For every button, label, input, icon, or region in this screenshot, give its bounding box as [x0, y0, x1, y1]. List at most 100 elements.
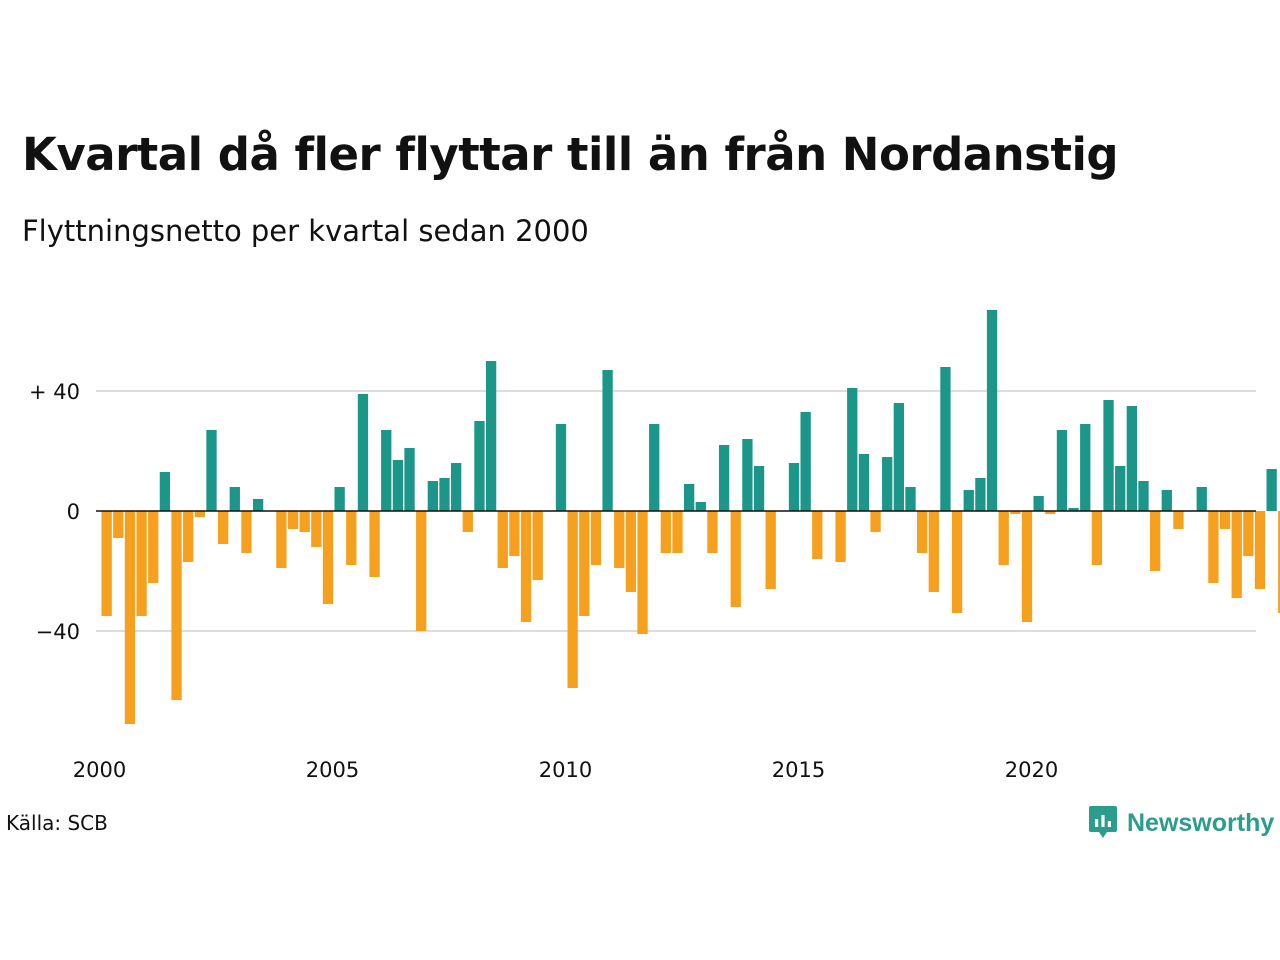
bar [1010, 511, 1021, 514]
chart-bubble-icon [1089, 806, 1117, 838]
bar [800, 412, 811, 511]
bar [159, 472, 171, 511]
brand-name: Newsworthy [1127, 808, 1275, 837]
bar [928, 511, 939, 592]
bar [788, 463, 800, 511]
bar [730, 511, 741, 607]
bar [707, 511, 718, 553]
bar [590, 511, 602, 565]
bar [532, 511, 543, 580]
bar [812, 511, 823, 559]
bar [649, 424, 660, 511]
bar [346, 511, 357, 565]
bar [940, 367, 951, 511]
chart-title: Kvartal då fler flyttar till än från Nor… [22, 128, 1119, 181]
bar [439, 478, 450, 511]
bar [870, 511, 881, 532]
x-tick-label: 2000 [73, 758, 126, 782]
bar [986, 310, 998, 511]
bar [334, 487, 345, 511]
bar [218, 511, 229, 544]
bar [287, 511, 299, 529]
bar [404, 448, 415, 511]
bar [637, 511, 648, 634]
bar [229, 487, 240, 511]
bar [695, 502, 706, 511]
bar [462, 511, 473, 532]
x-tick-label: 2010 [539, 758, 592, 782]
y-tick-label: + 40 [29, 380, 80, 404]
bar [684, 484, 695, 511]
bar [381, 430, 392, 511]
bar [416, 511, 427, 631]
y-tick-label: −40 [36, 620, 80, 644]
x-tick-label: 2020 [1005, 758, 1058, 782]
bar [1068, 508, 1079, 511]
bar [1138, 481, 1149, 511]
bar [183, 511, 194, 562]
bar [893, 403, 904, 511]
bar [753, 466, 765, 511]
bar [1103, 400, 1114, 511]
bar [1208, 511, 1219, 583]
bar [101, 511, 112, 616]
bar [1231, 511, 1242, 598]
bar [276, 511, 287, 568]
bar [672, 511, 683, 553]
bar [567, 511, 578, 688]
bar [905, 487, 916, 511]
bar [322, 511, 334, 604]
bar [206, 430, 217, 511]
bar [1161, 490, 1172, 511]
bar [124, 511, 136, 724]
bar [474, 421, 485, 511]
bar [951, 511, 963, 613]
bar [1278, 511, 1280, 613]
bar [451, 463, 462, 511]
bar [847, 388, 858, 511]
bar [252, 499, 264, 511]
axes: + 40 0 −40 2000 2005 2010 2015 2020 [29, 380, 1256, 782]
bar [136, 511, 147, 616]
bar [497, 511, 508, 568]
bar [963, 490, 974, 511]
gridlines [96, 390, 1256, 632]
bar [975, 478, 986, 511]
bar [485, 361, 497, 511]
bar [917, 511, 928, 553]
bar [858, 454, 870, 511]
chart-subtitle: Flyttningsnetto per kvartal sedan 2000 [22, 214, 589, 248]
bar [1254, 511, 1266, 589]
bar [369, 511, 380, 577]
x-tick-label: 2015 [772, 758, 825, 782]
bar [1219, 511, 1231, 529]
bar [1080, 424, 1091, 511]
bar [1126, 406, 1137, 511]
bars [101, 310, 1280, 724]
bar [427, 481, 438, 511]
bar [311, 511, 322, 547]
bar [520, 511, 532, 622]
bar [1045, 511, 1056, 514]
source-note: Källa: SCB [6, 811, 108, 835]
bar [625, 511, 637, 592]
bar [882, 457, 893, 511]
bar [718, 445, 730, 511]
bar [1091, 511, 1103, 565]
bar [1056, 430, 1068, 511]
bar [1173, 511, 1184, 529]
bar [1196, 487, 1207, 511]
x-tick-label: 2005 [306, 758, 359, 782]
bar [241, 511, 252, 553]
brand-logo[interactable]: Newsworthy [1088, 803, 1274, 843]
bar [765, 511, 776, 589]
bar [148, 511, 159, 583]
bar [602, 370, 613, 511]
bar [579, 511, 590, 616]
bar [998, 511, 1009, 565]
bar [357, 394, 369, 511]
bar [555, 424, 567, 511]
y-tick-label: 0 [67, 500, 80, 524]
bar [392, 460, 404, 511]
